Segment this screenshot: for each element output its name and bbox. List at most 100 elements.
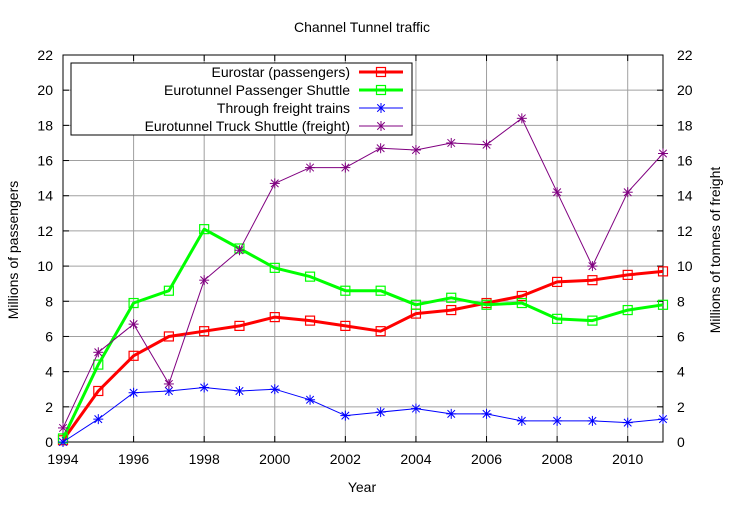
marker-stroke	[658, 415, 668, 424]
marker-stroke	[376, 144, 385, 153]
marker-stroke	[517, 114, 526, 123]
data-point	[446, 137, 457, 148]
y-tick-label: 6	[45, 328, 53, 344]
series-line	[61, 227, 664, 440]
y2-tick-label: 12	[677, 223, 693, 239]
series-line	[62, 387, 664, 443]
data-point	[375, 407, 386, 418]
data-point	[234, 385, 245, 396]
data-point	[340, 320, 351, 331]
marker-stroke	[58, 423, 68, 433]
x-axis-label: Year	[348, 479, 377, 495]
y2-tick-label: 2	[677, 399, 685, 415]
y-tick-label: 0	[45, 434, 53, 450]
marker-stroke	[200, 276, 209, 285]
data-point	[269, 312, 280, 323]
legend-marker	[376, 103, 386, 113]
data-point	[93, 414, 104, 425]
x-tick-label: 1996	[118, 451, 149, 467]
marker-stroke	[129, 388, 138, 397]
y-tick-label: 12	[37, 223, 53, 239]
y-tick-label: 16	[37, 153, 53, 169]
y-axis-label: Millions of passengers	[5, 181, 21, 320]
data-point	[93, 347, 104, 358]
marker-stroke	[58, 437, 68, 447]
y2-tick-label: 10	[677, 258, 693, 274]
data-point	[516, 290, 527, 302]
y-tick-label: 14	[37, 188, 53, 204]
y-tick-label: 10	[37, 258, 53, 274]
marker-stroke	[129, 320, 138, 329]
data-point	[340, 410, 351, 421]
marker-stroke	[553, 416, 562, 425]
legend-box	[70, 62, 413, 136]
data-point	[199, 275, 210, 286]
y2-tick-label: 14	[677, 188, 693, 204]
data-point	[128, 387, 139, 398]
marker-stroke	[341, 411, 350, 420]
data-point	[199, 224, 210, 235]
data-point	[658, 414, 668, 425]
data-point	[622, 304, 633, 316]
x-tick-label: 2002	[330, 451, 361, 467]
data-point	[552, 187, 563, 198]
data-point	[163, 285, 174, 296]
data-point	[658, 148, 668, 159]
legend-marker	[375, 66, 387, 78]
data-point	[587, 275, 598, 286]
data-point	[410, 299, 422, 310]
data-point	[58, 437, 68, 447]
legend-marker	[375, 84, 387, 96]
marker-stroke	[482, 409, 491, 418]
x-tick-label: 2004	[400, 451, 431, 467]
data-point	[58, 422, 68, 433]
y2-tick-label: 4	[677, 364, 685, 380]
data-point	[375, 285, 386, 296]
y2-tick-label: 6	[677, 328, 685, 344]
x-tick-label: 2010	[612, 451, 643, 467]
data-point	[552, 276, 563, 288]
marker-stroke	[588, 261, 597, 271]
marker-stroke	[623, 418, 632, 427]
data-point	[340, 285, 351, 296]
data-point	[128, 350, 139, 361]
marker-stroke	[94, 415, 103, 424]
marker-stroke	[164, 386, 173, 396]
y-tick-label: 2	[45, 399, 53, 415]
data-point	[481, 139, 492, 150]
marker-stroke	[411, 404, 421, 413]
series-2	[58, 382, 668, 447]
marker-stroke	[376, 407, 385, 417]
legend-label: Eurotunnel Truck Shuttle (freight)	[145, 118, 350, 134]
data-point	[199, 326, 210, 337]
marker-stroke	[94, 348, 103, 357]
marker-stroke	[447, 409, 456, 418]
marker-stroke	[235, 386, 244, 396]
y2-axis-label: Millions of tonnes of freight	[707, 167, 723, 334]
marker-stroke	[270, 385, 279, 394]
chart-title: Channel Tunnel traffic	[294, 19, 430, 35]
y-tick-label: 22	[37, 47, 53, 63]
data-point	[234, 320, 245, 331]
data-point	[199, 382, 210, 393]
data-point	[516, 297, 527, 309]
data-point	[269, 262, 280, 273]
plot-frame	[62, 54, 664, 443]
data-point	[375, 326, 386, 337]
data-point	[657, 299, 669, 310]
y2-tick-label: 22	[677, 47, 693, 63]
marker-stroke	[341, 163, 350, 172]
x-tick-label: 1994	[47, 451, 78, 467]
marker-stroke	[235, 246, 244, 255]
data-point	[587, 415, 598, 426]
data-point	[552, 415, 563, 426]
data-point	[410, 403, 421, 414]
x-tick-label: 2000	[259, 451, 290, 467]
data-point	[657, 266, 669, 277]
data-point	[304, 315, 316, 326]
y2-tick-label: 18	[677, 117, 693, 133]
series-line	[62, 117, 664, 429]
y2-tick-label: 0	[677, 434, 685, 450]
